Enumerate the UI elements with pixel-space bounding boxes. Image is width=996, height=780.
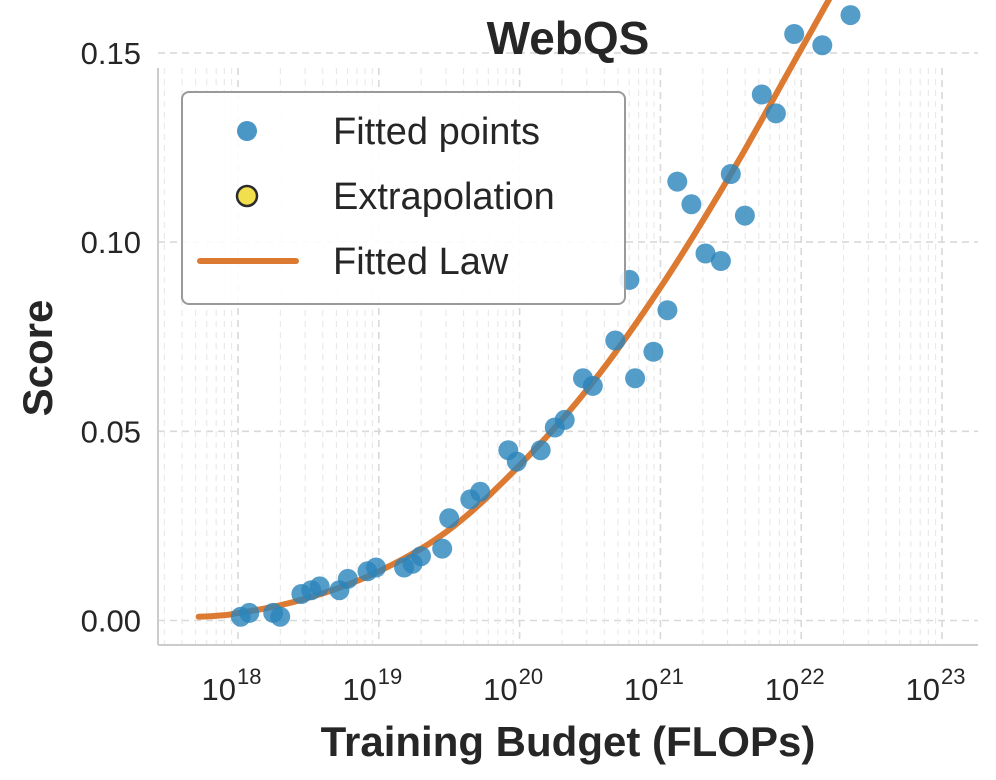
fitted-point — [720, 164, 741, 184]
legend-box — [181, 91, 626, 305]
fitted-point — [784, 24, 805, 44]
fitted-point — [643, 341, 664, 362]
axes-spines — [157, 68, 978, 646]
x-tick-exponent: 19 — [378, 664, 402, 689]
fitted-point — [439, 508, 460, 529]
x-tick-exponent: 23 — [941, 664, 965, 689]
fitted-point — [270, 606, 291, 627]
fitted-point — [734, 205, 755, 226]
x-tick-label: 10 23 — [906, 664, 966, 707]
y-tick-label: 0.15 — [81, 36, 141, 71]
fitted-point — [470, 481, 491, 502]
y-tick-label: 0.05 — [81, 414, 141, 449]
x-tick-base: 10 — [624, 672, 658, 707]
fitted-point — [337, 568, 358, 589]
fitted-point — [411, 546, 431, 567]
chart-title: WebQS — [487, 12, 650, 64]
x-tick-base: 10 — [906, 672, 940, 707]
legend-extrapolation-marker — [235, 184, 259, 208]
fitted-point — [710, 251, 731, 271]
x-tick-label: 10 22 — [765, 664, 825, 707]
x-tick-base: 10 — [765, 672, 799, 707]
fitted-point — [530, 440, 551, 461]
fitted-point — [765, 103, 786, 124]
x-tick-exponent: 18 — [237, 664, 261, 689]
x-tick-label: 10 19 — [342, 664, 402, 707]
fitted-point — [840, 5, 861, 26]
fitted-point — [667, 171, 688, 192]
x-tick-exponent: 21 — [659, 664, 683, 689]
x-tick-label: 10 20 — [483, 664, 543, 707]
fitted-point — [681, 194, 702, 215]
fitted-point — [751, 84, 772, 105]
fitted-point — [625, 368, 646, 389]
x-tick-labels: 10 18 10 19 10 20 10 21 10 22 10 23 — [202, 664, 966, 707]
y-axis-label: Score — [14, 300, 61, 417]
x-tick-exponent: 22 — [800, 664, 824, 689]
fitted-point — [432, 538, 453, 559]
fitted-point — [582, 375, 603, 396]
fitted-point — [366, 557, 386, 578]
fitted-point — [309, 576, 330, 597]
legend-label-law: Fitted Law — [333, 241, 509, 283]
legend-label-fitted: Fitted points — [333, 111, 540, 153]
x-tick-label: 10 18 — [202, 664, 262, 707]
fitted-point — [657, 300, 678, 321]
x-tick-base: 10 — [342, 672, 376, 707]
x-tick-label: 10 21 — [624, 664, 684, 707]
points-layer — [230, 5, 861, 627]
x-tick-base: 10 — [483, 672, 517, 707]
x-axis-label: Training Budget (FLOPs) — [321, 718, 816, 765]
fitted-point — [812, 35, 833, 56]
fitted-point — [554, 409, 575, 430]
x-tick-base: 10 — [202, 672, 236, 707]
fitted-point — [695, 243, 716, 264]
fitted-point — [605, 330, 626, 351]
legend: Fitted points Extrapolation Fitted Law — [181, 91, 626, 305]
x-tick-exponent: 20 — [519, 664, 543, 689]
y-tick-label: 0.00 — [81, 604, 141, 639]
legend-fitted-marker — [237, 121, 257, 141]
legend-label-extrapolation: Extrapolation — [333, 176, 555, 218]
y-tick-labels: 0.000.050.100.150.200.25 — [81, 36, 141, 639]
y-tick-label: 0.10 — [81, 225, 141, 260]
fitted-point — [506, 451, 527, 472]
fitted-point — [239, 602, 260, 623]
